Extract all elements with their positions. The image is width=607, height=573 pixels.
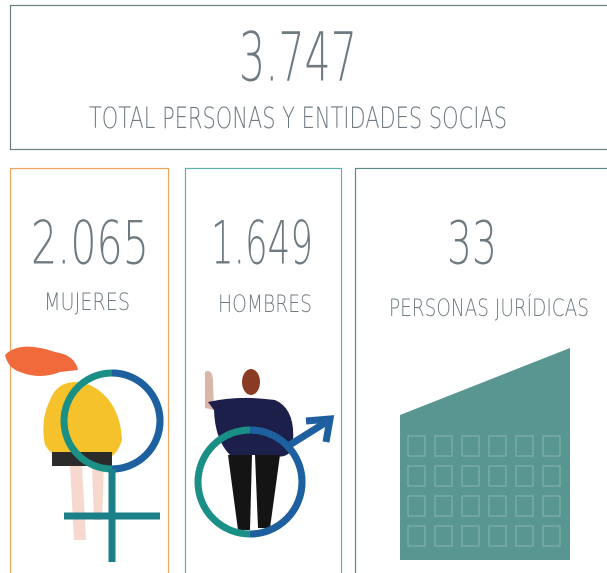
- card-label: PERSONAS JURÍDICAS: [389, 293, 589, 322]
- card-label: HOMBRES: [218, 290, 312, 318]
- building-illustration: [400, 348, 570, 560]
- card-label: MUJERES: [44, 288, 130, 316]
- card-value: 1.649: [211, 209, 313, 279]
- page: 3.747 TOTAL PERSONAS Y ENTIDADES SOCIAS …: [0, 0, 607, 573]
- infographic: 3.747 TOTAL PERSONAS Y ENTIDADES SOCIAS …: [0, 0, 607, 573]
- card-value: 33: [447, 209, 497, 279]
- card-value: 2.065: [31, 209, 149, 279]
- total-label: TOTAL PERSONAS Y ENTIDADES SOCIAS: [89, 101, 507, 135]
- total-value: 3.747: [239, 19, 357, 98]
- man-illustration: [198, 369, 330, 534]
- woman-illustration: [5, 347, 160, 562]
